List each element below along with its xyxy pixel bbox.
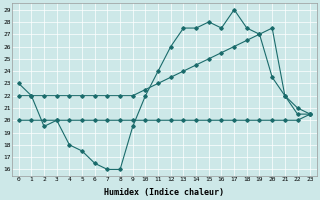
X-axis label: Humidex (Indice chaleur): Humidex (Indice chaleur) <box>104 188 224 197</box>
